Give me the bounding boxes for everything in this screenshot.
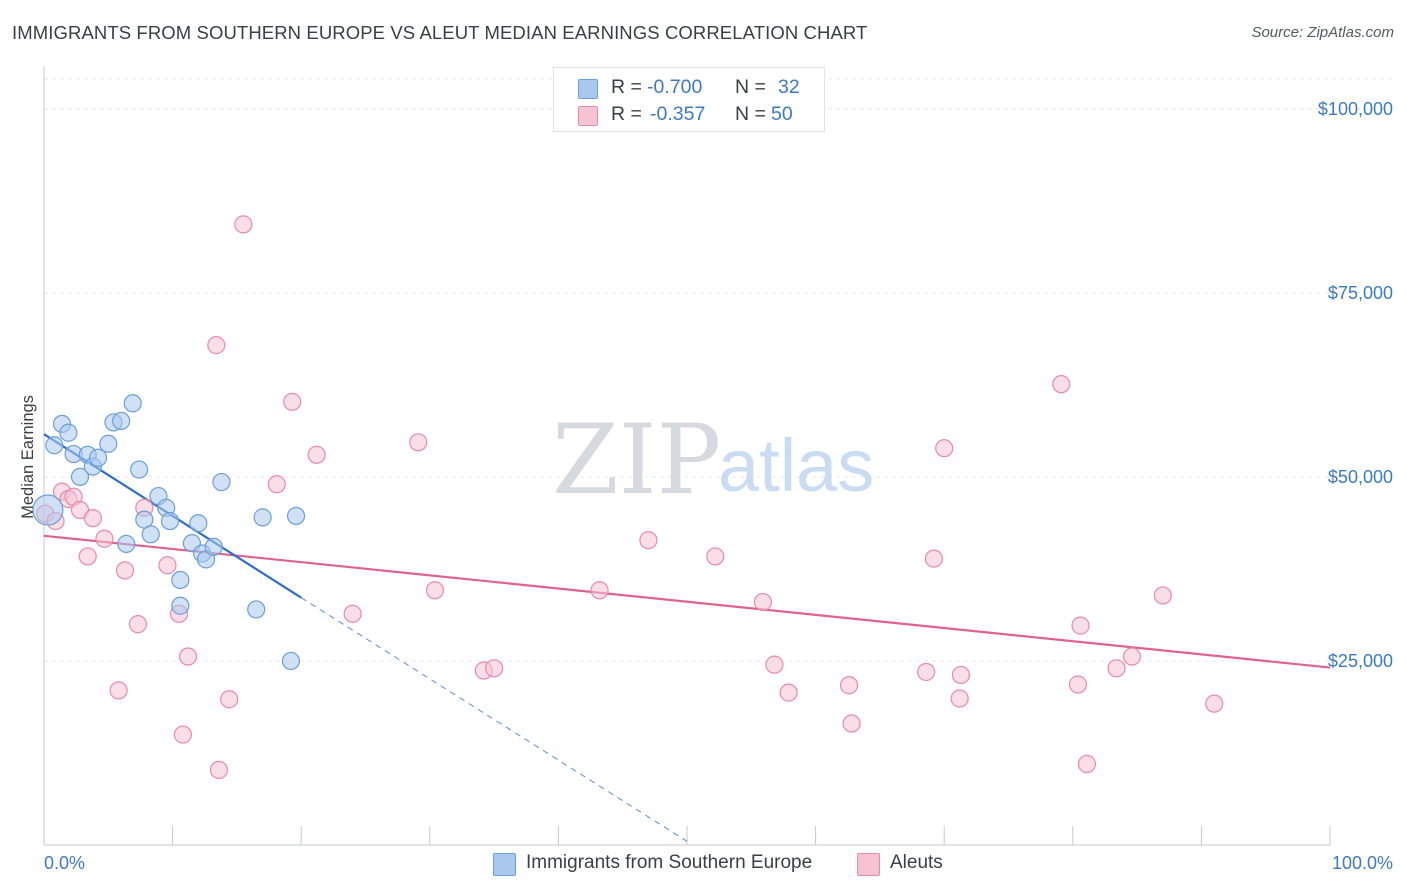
point-immigrants — [117, 534, 136, 553]
point-aleuts — [1153, 586, 1172, 605]
point-aleuts — [234, 215, 253, 234]
point-immigrants — [70, 467, 90, 487]
point-immigrants — [112, 411, 131, 431]
point-aleuts — [950, 689, 969, 708]
point-aleuts — [935, 439, 954, 458]
series-legend-aleuts: Aleuts — [857, 852, 957, 876]
point-aleuts — [343, 604, 362, 623]
series-label-immigrants: Immigrants from Southern Europe — [526, 852, 813, 873]
legend-swatch-blue — [578, 79, 598, 99]
y-tick-label: $75,000 — [1328, 283, 1393, 303]
point-aleuts — [706, 547, 725, 566]
point-aleuts — [917, 662, 936, 682]
point-aleuts — [1052, 375, 1071, 394]
point-immigrants — [189, 514, 208, 533]
series-swatch-blue — [493, 853, 516, 876]
point-aleuts — [70, 500, 90, 520]
point-aleuts — [951, 665, 971, 685]
tick-labels: $25,000 $50,000 $75,000 $100,000 0.0% 100.0% — [44, 99, 1393, 873]
point-aleuts — [158, 556, 177, 575]
data-points — [32, 215, 1224, 780]
point-aleuts — [1077, 754, 1097, 774]
point-aleuts — [753, 592, 772, 612]
point-aleuts — [425, 581, 445, 600]
series-legend-immigrants: Immigrants from Southern Europe — [493, 852, 833, 876]
legend-n-label: N = — [735, 103, 766, 125]
correlation-legend: R = -0.700 N = 32 R = -0.357 N = 50 — [553, 67, 825, 132]
point-immigrants — [253, 508, 272, 527]
point-aleuts — [307, 445, 326, 464]
point-aleuts — [109, 681, 128, 700]
point-aleuts — [639, 531, 658, 550]
point-aleuts — [842, 714, 861, 733]
point-aleuts — [267, 475, 286, 494]
point-immigrants — [204, 537, 223, 556]
legend-n-label: N = — [735, 76, 766, 98]
point-aleuts — [83, 509, 102, 528]
point-aleuts — [78, 547, 97, 566]
point-aleuts — [485, 659, 504, 678]
legend-swatch-pink — [578, 106, 598, 126]
point-immigrants — [99, 434, 118, 453]
point-aleuts — [924, 549, 944, 568]
point-aleuts — [207, 336, 226, 355]
grid — [44, 78, 1392, 662]
point-aleuts — [839, 676, 859, 695]
point-aleuts — [115, 561, 135, 580]
watermark-atlas: atlas — [718, 424, 874, 507]
x-tick-label-min: 0.0% — [44, 853, 85, 873]
source-credit: Source: ZipAtlas.com — [1251, 24, 1394, 41]
point-aleuts — [220, 690, 239, 709]
point-aleuts — [128, 615, 147, 634]
legend-n-value: 32 — [778, 76, 800, 98]
point-aleuts — [590, 581, 609, 600]
axes — [43, 66, 1331, 846]
point-immigrants — [281, 651, 301, 671]
point-aleuts — [178, 647, 198, 666]
point-aleuts — [1071, 616, 1090, 635]
legend-r-label: R = — [611, 76, 642, 98]
point-immigrants — [171, 570, 190, 590]
y-tick-label: $25,000 — [1328, 651, 1393, 671]
point-immigrants — [286, 506, 306, 526]
point-immigrants — [88, 448, 108, 467]
y-tick-label: $100,000 — [1318, 99, 1393, 119]
point-immigrants — [171, 596, 190, 615]
point-aleuts — [209, 760, 228, 780]
point-immigrants — [212, 472, 231, 492]
chart-title: IMMIGRANTS FROM SOUTHERN EUROPE VS ALEUT… — [12, 22, 868, 43]
point-aleuts — [1205, 694, 1224, 713]
point-aleuts — [95, 529, 114, 548]
point-immigrants — [32, 494, 64, 526]
point-immigrants — [123, 394, 142, 413]
point-aleuts — [1107, 659, 1126, 678]
point-immigrants — [45, 436, 64, 455]
legend-r-label: R = — [611, 103, 642, 125]
point-immigrants — [247, 600, 266, 619]
y-tick-label: $50,000 — [1328, 467, 1393, 487]
point-aleuts — [1122, 647, 1142, 666]
series-swatch-pink — [857, 853, 880, 876]
trend-line-aleuts — [43, 534, 1331, 669]
trend-line-immigrants-extension — [300, 597, 688, 842]
legend-r-value: -0.700 — [647, 76, 703, 98]
y-axis-label: Median Earnings — [19, 395, 37, 519]
point-aleuts — [765, 655, 784, 674]
point-immigrants — [59, 423, 78, 442]
watermark-zip: ZIP — [552, 404, 721, 516]
watermark: ZIP atlas — [552, 404, 874, 516]
point-aleuts — [409, 433, 428, 452]
point-immigrants — [130, 460, 149, 479]
point-aleuts — [1068, 675, 1088, 694]
legend-r-value: -0.357 — [650, 103, 706, 125]
x-tick-label-max: 100.0% — [1332, 853, 1393, 873]
point-aleuts — [283, 392, 302, 411]
point-immigrants — [141, 525, 160, 544]
point-aleuts — [173, 725, 192, 744]
point-immigrants — [160, 511, 180, 531]
point-aleuts — [779, 683, 798, 702]
series-label-aleuts: Aleuts — [890, 852, 943, 873]
legend-n-value: 50 — [771, 103, 793, 125]
